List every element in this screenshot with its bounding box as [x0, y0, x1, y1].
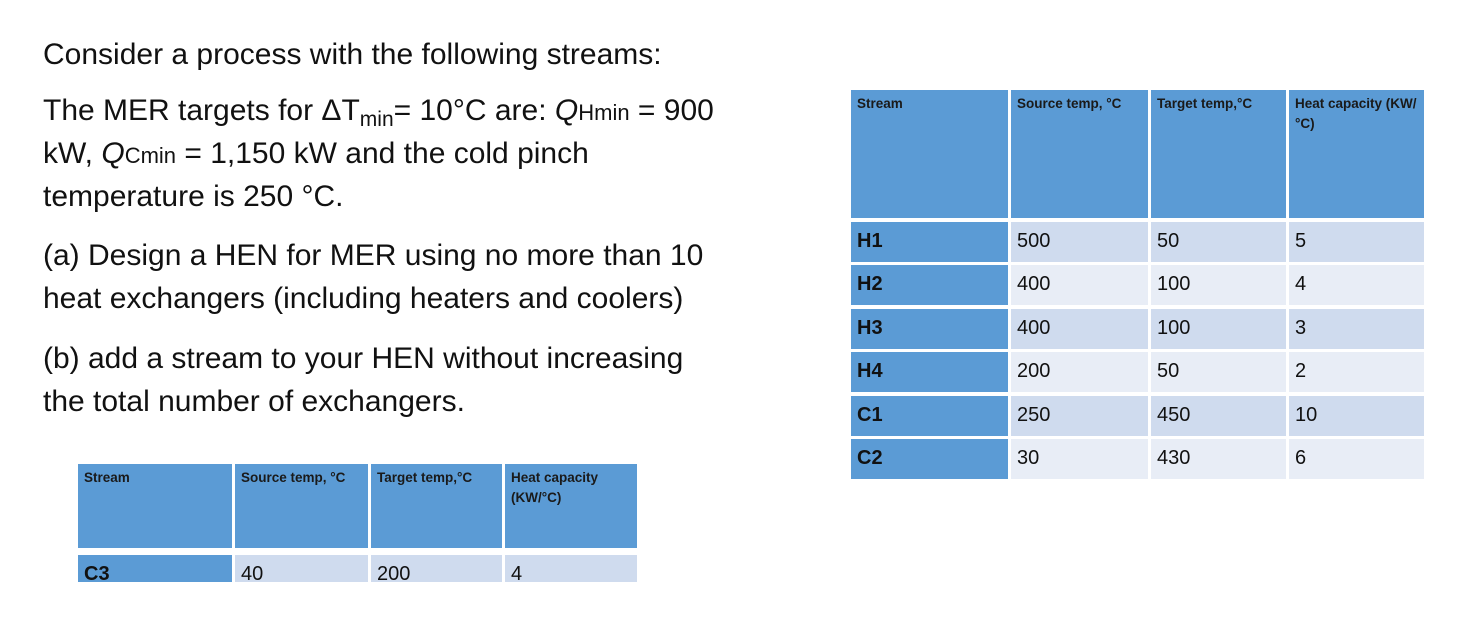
data-cell: 4: [505, 555, 637, 582]
text: temperature is 250 °C.: [43, 180, 344, 213]
data-cell: 430: [1151, 439, 1286, 479]
data-cell: 6: [1289, 439, 1424, 479]
symbol: Q: [101, 137, 125, 170]
line: temperature is 250 °C.: [43, 175, 714, 218]
data-cell: 100: [1151, 265, 1286, 305]
header-cell: Heat capacity (KW/°C): [1289, 90, 1424, 218]
data-cell: 400: [1011, 308, 1148, 349]
row-header-cell: H4: [851, 352, 1008, 392]
header-cell: Source temp, °C: [1011, 90, 1148, 218]
header-cell: Target temp,°C: [371, 464, 502, 548]
header-cell: Heat capacity (KW/°C): [505, 464, 637, 548]
heading: Consider a process with the following st…: [43, 38, 662, 71]
text: The MER targets for ΔT: [43, 94, 360, 127]
mer-paragraph: The MER targets for ΔTmin= 10°C are: QHm…: [43, 89, 714, 218]
line: the total number of exchangers.: [43, 385, 465, 418]
part-a: (a) Design a HEN for MER using no more t…: [43, 234, 703, 320]
line: heat exchangers (including heaters and c…: [43, 282, 684, 315]
data-cell: 450: [1151, 395, 1286, 436]
data-cell: 2: [1289, 352, 1424, 392]
header-cell: Target temp,°C: [1151, 90, 1286, 218]
data-cell: 5: [1289, 221, 1424, 262]
text: = 1,150 kW and the cold pinch: [176, 137, 589, 170]
data-cell: 50: [1151, 352, 1286, 392]
data-cell: 30: [1011, 439, 1148, 479]
header-cell: Stream: [78, 464, 232, 548]
row-header-cell: C3: [78, 555, 232, 582]
header-cell: Source temp, °C: [235, 464, 368, 548]
row-header-cell: C2: [851, 439, 1008, 479]
data-cell: 3: [1289, 308, 1424, 349]
row-header-cell: H2: [851, 265, 1008, 305]
line: (a) Design a HEN for MER using no more t…: [43, 239, 704, 272]
line: The MER targets for ΔTmin= 10°C are: QHm…: [43, 89, 714, 132]
data-cell: 40: [235, 555, 368, 582]
symbol: Q: [554, 94, 579, 127]
data-cell: 10: [1289, 395, 1424, 436]
data-cell: 100: [1151, 308, 1286, 349]
data-cell: 250: [1011, 395, 1148, 436]
data-cell: 500: [1011, 221, 1148, 262]
line: kW, QCmin = 1,150 kW and the cold pinch: [43, 132, 714, 175]
row-header-cell: H1: [851, 221, 1008, 262]
subscript: Hmin: [578, 100, 630, 125]
part-b: (b) add a stream to your HEN without inc…: [43, 337, 683, 423]
text: kW,: [43, 137, 102, 170]
row-header-cell: H3: [851, 308, 1008, 349]
data-cell: 4: [1289, 265, 1424, 305]
line: (b) add a stream to your HEN without inc…: [43, 342, 684, 375]
data-cell: 200: [371, 555, 502, 582]
text: = 900: [629, 94, 714, 127]
subscript: min: [359, 108, 394, 131]
subscript: Cmin: [124, 143, 177, 168]
header-cell: Stream: [851, 90, 1008, 218]
data-cell: 200: [1011, 352, 1148, 392]
data-cell: 400: [1011, 265, 1148, 305]
data-cell: 50: [1151, 221, 1286, 262]
text: = 10°C are:: [393, 94, 555, 127]
row-header-cell: C1: [851, 395, 1008, 436]
